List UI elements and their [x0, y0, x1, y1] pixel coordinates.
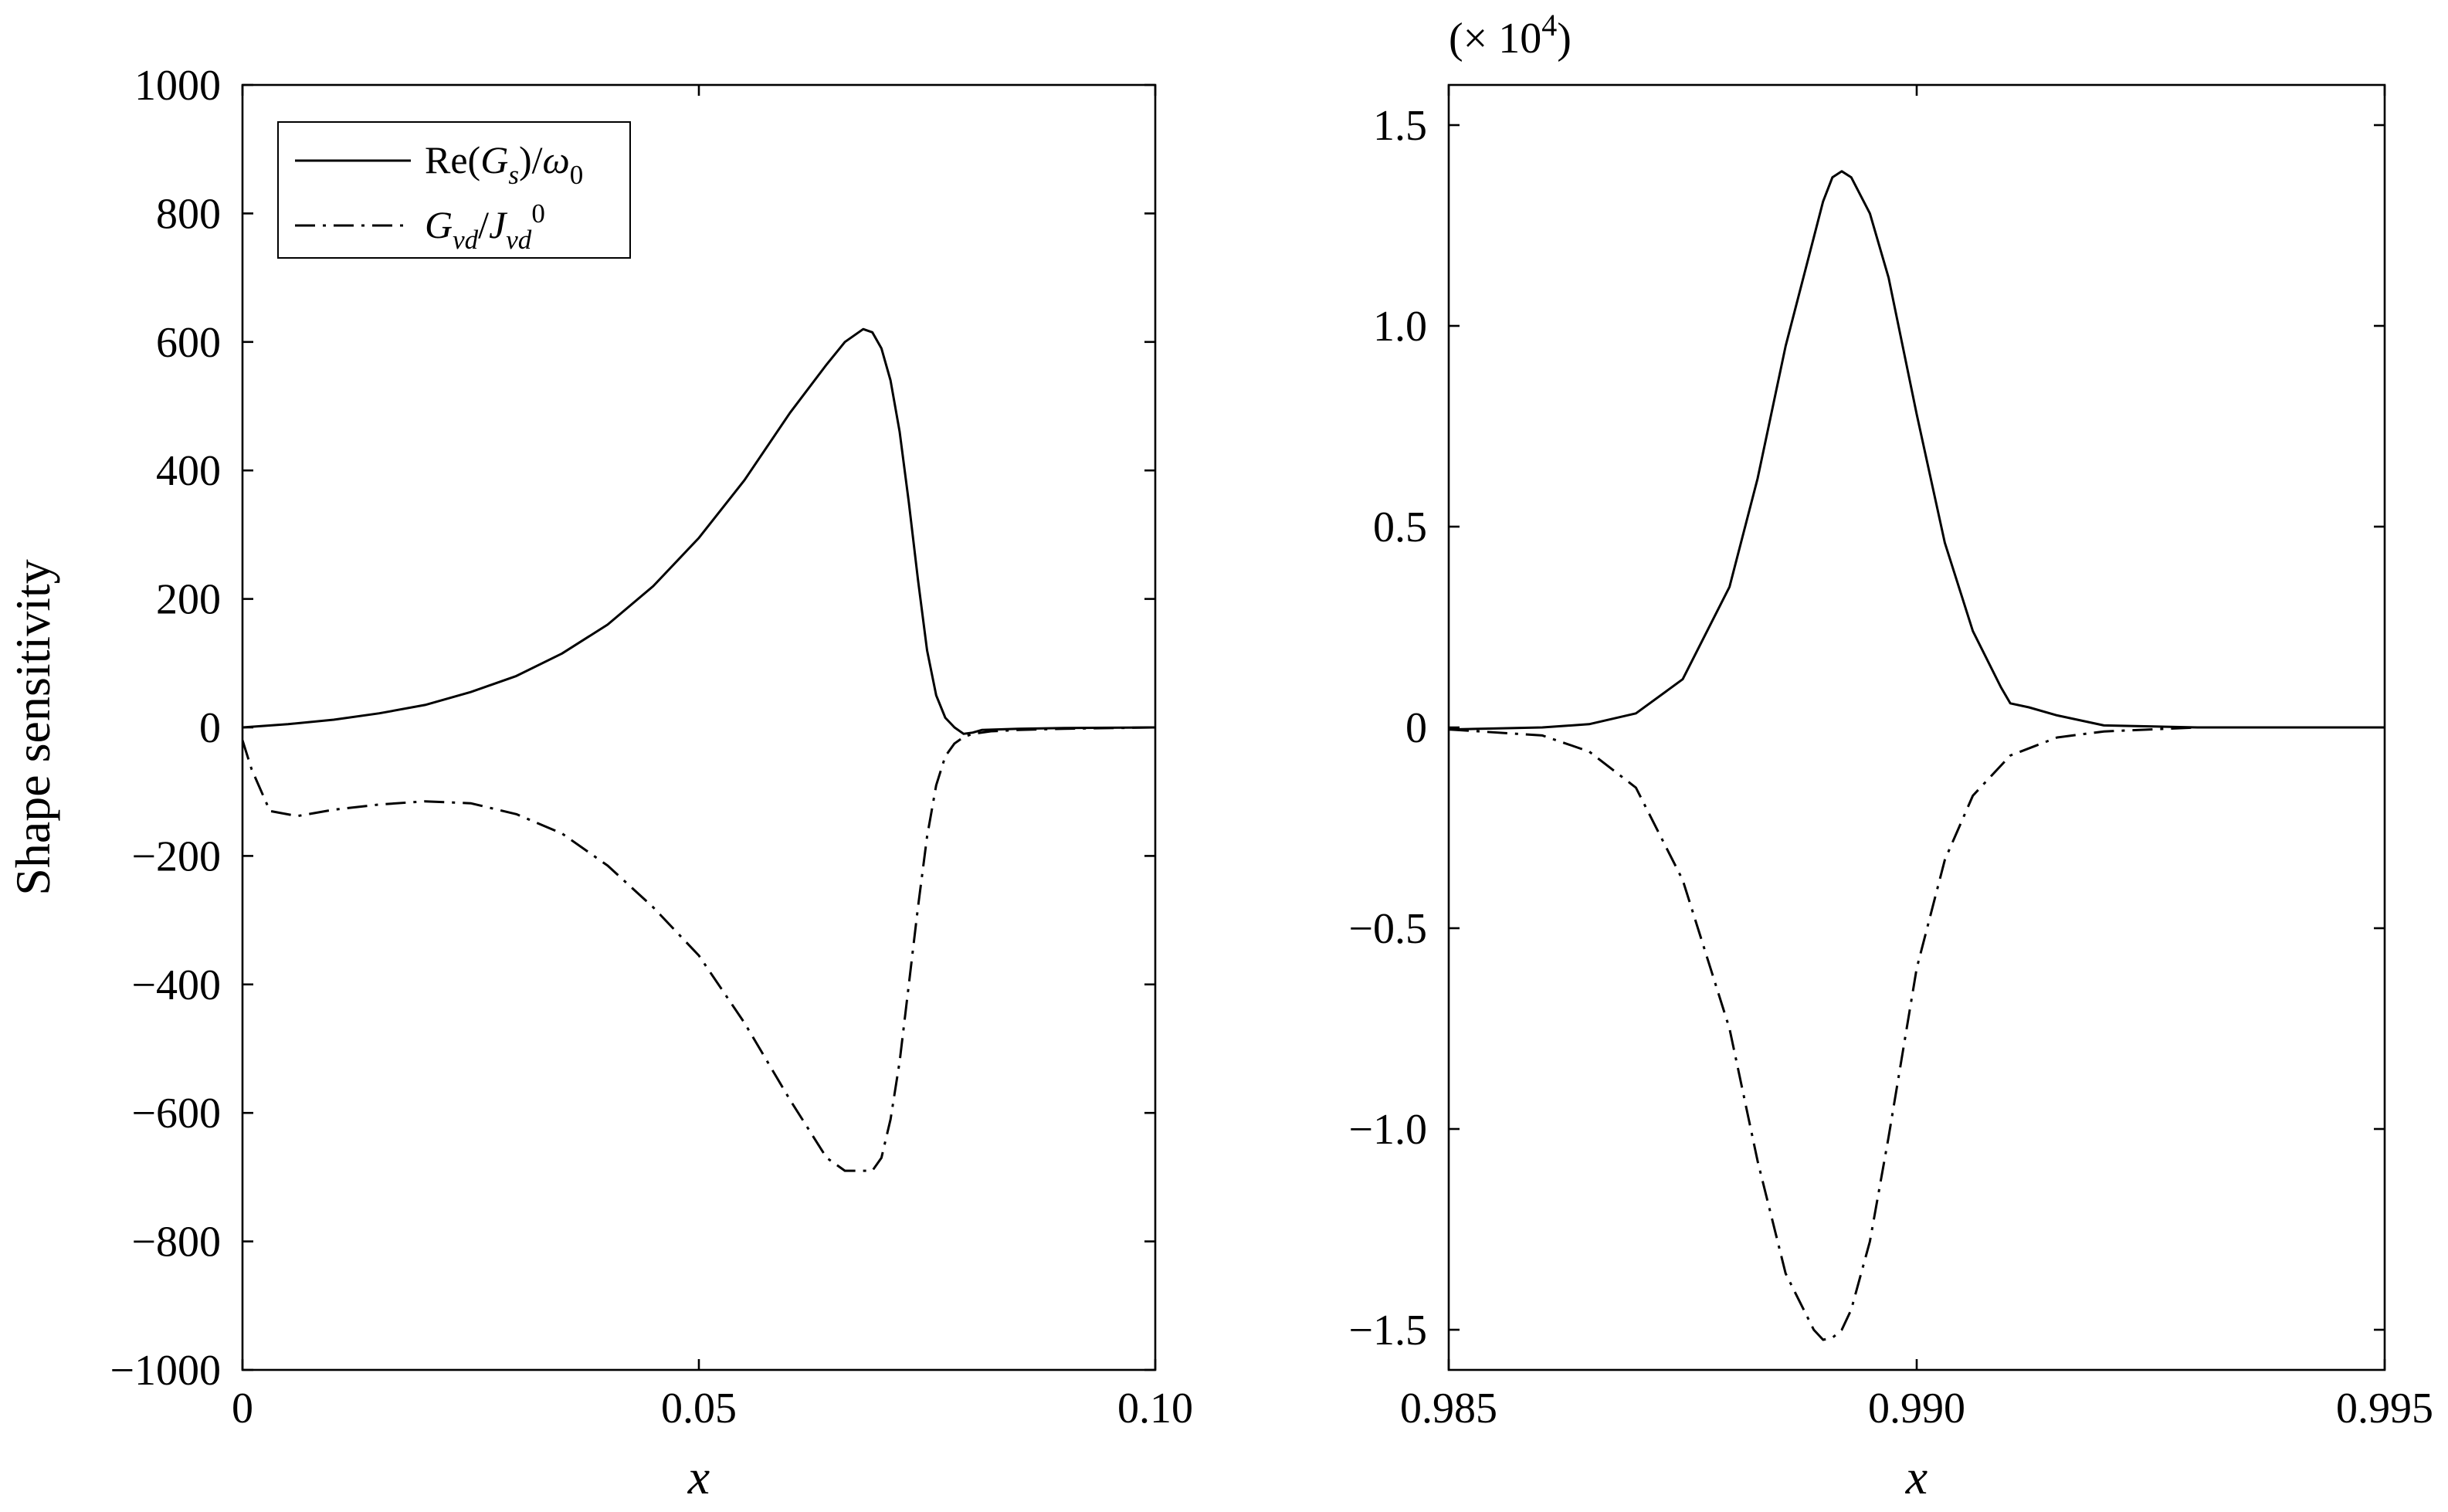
y-tick-label: −1.0: [1348, 1106, 1427, 1154]
y-tick-label: −400: [131, 961, 221, 1009]
y-axis-label: Shape sensitivity: [5, 559, 60, 896]
y-tick-label: 800: [156, 190, 221, 238]
y-tick-label: −800: [131, 1219, 221, 1266]
series-line-solid: [242, 327, 1155, 735]
x-axis-label: x: [687, 1449, 710, 1504]
x-axis-label: x: [1905, 1449, 1928, 1504]
y-tick-label: −600: [131, 1090, 221, 1137]
plot-frame: [241, 83, 1157, 1371]
x-tick-label: 0.985: [1400, 1385, 1497, 1432]
y-tick-label: −200: [131, 832, 221, 880]
y-tick-label: 0: [199, 704, 221, 752]
y-tick-label: 400: [156, 447, 221, 495]
y-tick-label: −0.5: [1348, 905, 1427, 953]
series-line-dashdot: [1449, 726, 2385, 1341]
y-tick-label: 0: [1405, 704, 1427, 752]
legend-label: Gvd/Jvd0: [425, 198, 545, 255]
legend-label: Re(Gs)/ω0: [425, 138, 583, 190]
x-tick-label: 0.995: [2336, 1385, 2433, 1432]
y-tick-label: 1.0: [1373, 303, 1427, 351]
x-tick-label: 0.05: [661, 1385, 737, 1432]
x-tick-label: 0.990: [1868, 1385, 1965, 1432]
right-chart-panel: 1.5 1.0 0.5 0 −0.5 −1.0 −1.5 0.985 0.990 0.995 x (×…: [1348, 8, 2433, 1504]
series-line-solid: [1449, 170, 2385, 731]
y-tick-label: −1000: [110, 1347, 221, 1395]
y-tick-label: 1000: [134, 62, 221, 110]
legend-box: [277, 121, 631, 259]
y-tick-label: 600: [156, 319, 221, 367]
x-tick-label: 0: [232, 1385, 253, 1432]
y-tick-label: 200: [156, 576, 221, 624]
y-axis-multiplier: (× 104): [1449, 8, 1572, 63]
y-tick-label: 1.5: [1373, 102, 1427, 150]
y-tick-label: 0.5: [1373, 503, 1427, 551]
y-tick-label: −1.5: [1348, 1307, 1427, 1354]
series-line-dashdot: [242, 726, 1155, 1172]
x-tick-label: 0.10: [1117, 1385, 1193, 1432]
